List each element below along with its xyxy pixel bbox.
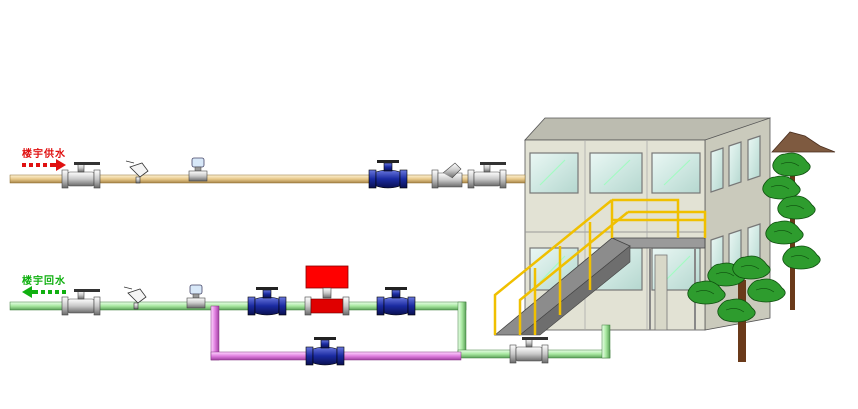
supply-equipment [61,157,507,189]
supply-label: 楼宇供水 [22,149,66,160]
bypass-balancing-valve-icon [305,336,345,366]
return-balancing-valve-2-icon [376,286,416,316]
return-main-valve-icon [509,336,549,364]
return-flow-arrow [22,286,66,298]
trees [687,152,821,362]
supply-outlet-valve-icon [467,161,507,189]
valve-actuator [305,265,349,289]
control-valve-icon [304,265,350,316]
supply-pipe [9,174,526,184]
supply-balancing-valve-icon [368,159,408,189]
return-label: 楼宇回水 [22,276,66,287]
supply-strainer-icon [431,162,463,189]
mountain [771,131,836,153]
return-equipment [61,265,549,366]
supply-flow-arrow [22,159,66,171]
supply-inlet-valve-icon [61,161,101,189]
return-outlet-valve-icon [61,288,101,316]
arrow-right-icon [22,159,66,171]
supply-flow-meter-icon [188,157,208,182]
arrow-left-icon [22,286,66,298]
staircase [493,198,707,336]
return-pressure-transmitter-icon [186,284,206,309]
return-balancing-valve-1-icon [247,286,287,316]
